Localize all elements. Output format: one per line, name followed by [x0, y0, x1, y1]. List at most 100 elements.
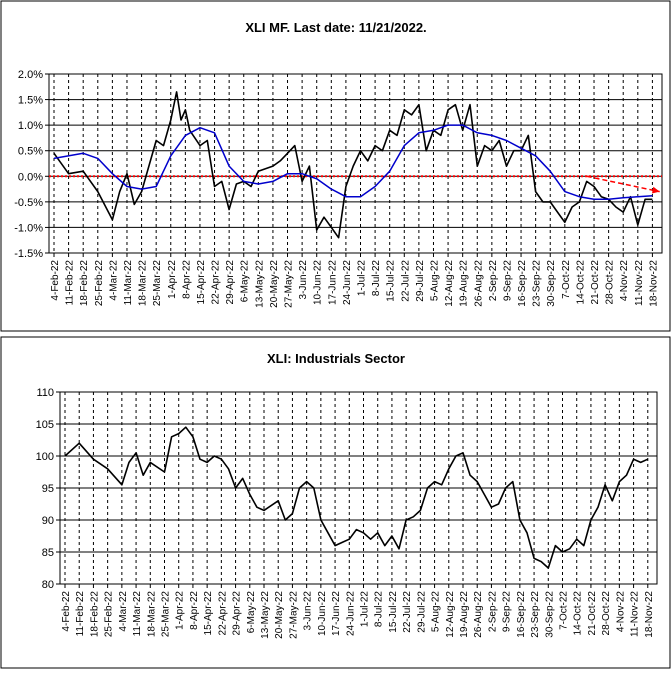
x-tick-label: 18-Feb-22 [79, 260, 90, 307]
plot-area [48, 73, 663, 254]
x-tick-label: 24-Jun-22 [345, 591, 356, 636]
x-tick-label: 12-Aug-22 [444, 260, 455, 307]
x-tick-label: 16-Sep-22 [516, 591, 527, 638]
x-tick-label: 16-Sep-22 [517, 260, 528, 307]
series-line-1 [64, 426, 649, 569]
x-tick-label: 28-Oct-22 [601, 591, 612, 636]
x-tick-label: 26-Aug-22 [473, 591, 484, 638]
x-tick-label: 23-Sep-22 [530, 591, 541, 638]
x-tick-label: 29-Jul-22 [416, 591, 427, 633]
x-tick-label: 15-Apr-22 [203, 591, 214, 636]
bottom-chart-title: XLI: Industrials Sector [267, 351, 405, 366]
y-tick-label: 100 [36, 451, 54, 463]
y-tick-label: 95 [42, 483, 54, 495]
y-tick-label: -0.5% [14, 197, 43, 209]
x-tick-label: 8-Apr-22 [181, 260, 192, 299]
x-tick-label: 13-May-22 [260, 591, 271, 639]
y-tick-label: 0.0% [18, 171, 43, 183]
x-tick-label: 11-Mar-22 [123, 260, 134, 306]
x-tick-label: 13-May-22 [254, 260, 265, 308]
trend-arrow-head [651, 186, 660, 194]
x-tick-label: 9-Sep-22 [502, 260, 513, 302]
series-line-1 [53, 91, 653, 239]
x-tick-label: 27-May-22 [284, 260, 295, 308]
x-tick-label: 19-Aug-22 [459, 260, 470, 307]
x-tick-label: 1-Jul-22 [360, 591, 371, 628]
x-tick-label: 22-Jul-22 [400, 260, 411, 302]
x-tick-label: 25-Mar-22 [161, 591, 172, 638]
x-tick-label: 4-Nov-22 [619, 260, 630, 302]
x-tick-label: 15-Jul-22 [386, 260, 397, 302]
x-tick-label: 17-Jun-22 [331, 591, 342, 636]
x-tick-label: 29-Apr-22 [225, 260, 236, 305]
x-tick-label: 26-Aug-22 [473, 260, 484, 307]
x-tick-label: 1-Apr-22 [167, 260, 178, 299]
x-tick-label: 3-Jun-22 [298, 260, 309, 300]
x-tick-label: 17-Jun-22 [327, 260, 338, 305]
x-tick-label: 14-Oct-22 [573, 591, 584, 636]
x-tick-label: 9-Sep-22 [502, 591, 513, 633]
x-tick-label: 25-Feb-22 [104, 591, 115, 638]
x-tick-label: 4-Mar-22 [118, 591, 129, 632]
x-tick-label: 20-May-22 [269, 260, 280, 308]
x-tick-label: 29-Apr-22 [232, 591, 243, 636]
x-tick-label: 23-Sep-22 [532, 260, 543, 307]
x-tick-label: 10-Jun-22 [313, 260, 324, 305]
y-tick-label: 110 [36, 387, 54, 399]
x-tick-label: 15-Apr-22 [196, 260, 207, 305]
x-tick-label: 12-Aug-22 [445, 591, 456, 638]
x-tick-label: 2-Sep-22 [487, 591, 498, 633]
x-tick-label: 11-Nov-22 [634, 260, 645, 306]
x-tick-label: 15-Jul-22 [388, 591, 399, 633]
x-tick-label: 18-Nov-22 [648, 260, 659, 307]
x-tick-label: 4-Feb-22 [50, 260, 61, 301]
x-tick-label: 1-Apr-22 [175, 591, 186, 630]
x-tick-label: 22-Apr-22 [211, 260, 222, 305]
x-tick-label: 21-Oct-22 [587, 591, 598, 636]
x-tick-label: 30-Sep-22 [544, 591, 555, 638]
x-tick-label: 5-Aug-22 [429, 260, 440, 302]
x-tick-label: 25-Feb-22 [94, 260, 105, 307]
x-tick-label: 24-Jun-22 [342, 260, 353, 305]
x-tick-label: 22-Jul-22 [402, 591, 413, 633]
x-tick-label: 6-May-22 [246, 591, 257, 634]
x-tick-label: 25-Mar-22 [152, 260, 163, 307]
x-tick-label: 29-Jul-22 [415, 260, 426, 302]
trend-arrow-line [586, 175, 660, 193]
top-chart-title: XLI MF. Last date: 11/21/2022. [245, 20, 426, 35]
x-tick-label: 22-Apr-22 [217, 591, 228, 636]
x-tick-label: 11-Feb-22 [75, 591, 86, 637]
y-tick-label: 1.0% [18, 120, 43, 132]
x-tick-label: 11-Mar-22 [132, 591, 143, 637]
x-tick-label: 20-May-22 [274, 591, 285, 639]
x-tick-label: 4-Mar-22 [108, 260, 119, 301]
top-chart-plot: 2.0% 1.5% 1.0% 0.5% 0.0% -0.5% -1.0% -1.5% 4-Feb… [14, 69, 663, 308]
y-tick-label: 80 [42, 579, 54, 591]
x-tick-label: 27-May-22 [288, 591, 299, 639]
x-tick-label: 18-Nov-22 [644, 591, 655, 638]
x-tick-label: 2-Sep-22 [488, 260, 499, 302]
x-tick-label: 11-Nov-22 [630, 591, 641, 637]
series-line-2 [53, 124, 653, 201]
x-tick-label: 7-Oct-22 [559, 591, 570, 630]
y-tick-label: 2.0% [18, 69, 43, 81]
y-tick-label: 85 [42, 547, 54, 559]
x-tick-label: 4-Nov-22 [615, 591, 626, 633]
x-tick-label: 8-Apr-22 [189, 591, 200, 630]
x-tick-label: 18-Feb-22 [89, 591, 100, 638]
y-tick-label: -1.0% [14, 222, 43, 234]
x-tick-label: 14-Oct-22 [575, 260, 586, 305]
x-tick-label: 30-Sep-22 [546, 260, 557, 307]
x-tick-label: 21-Oct-22 [590, 260, 601, 305]
y-tick-label: 1.5% [18, 95, 43, 107]
x-tick-label: 18-Mar-22 [138, 260, 149, 307]
x-tick-label: 5-Aug-22 [431, 591, 442, 633]
y-tick-label: -1.5% [14, 248, 43, 260]
x-tick-label: 28-Oct-22 [605, 260, 616, 305]
x-tick-label: 3-Jun-22 [303, 591, 314, 631]
x-tick-label: 8-Jul-22 [374, 591, 385, 628]
x-tick-label: 11-Feb-22 [65, 260, 76, 306]
bottom-chart-plot: 110 105 100 95 90 85 80 4-Feb-22 11-Feb-22 18-Feb… [36, 387, 658, 639]
